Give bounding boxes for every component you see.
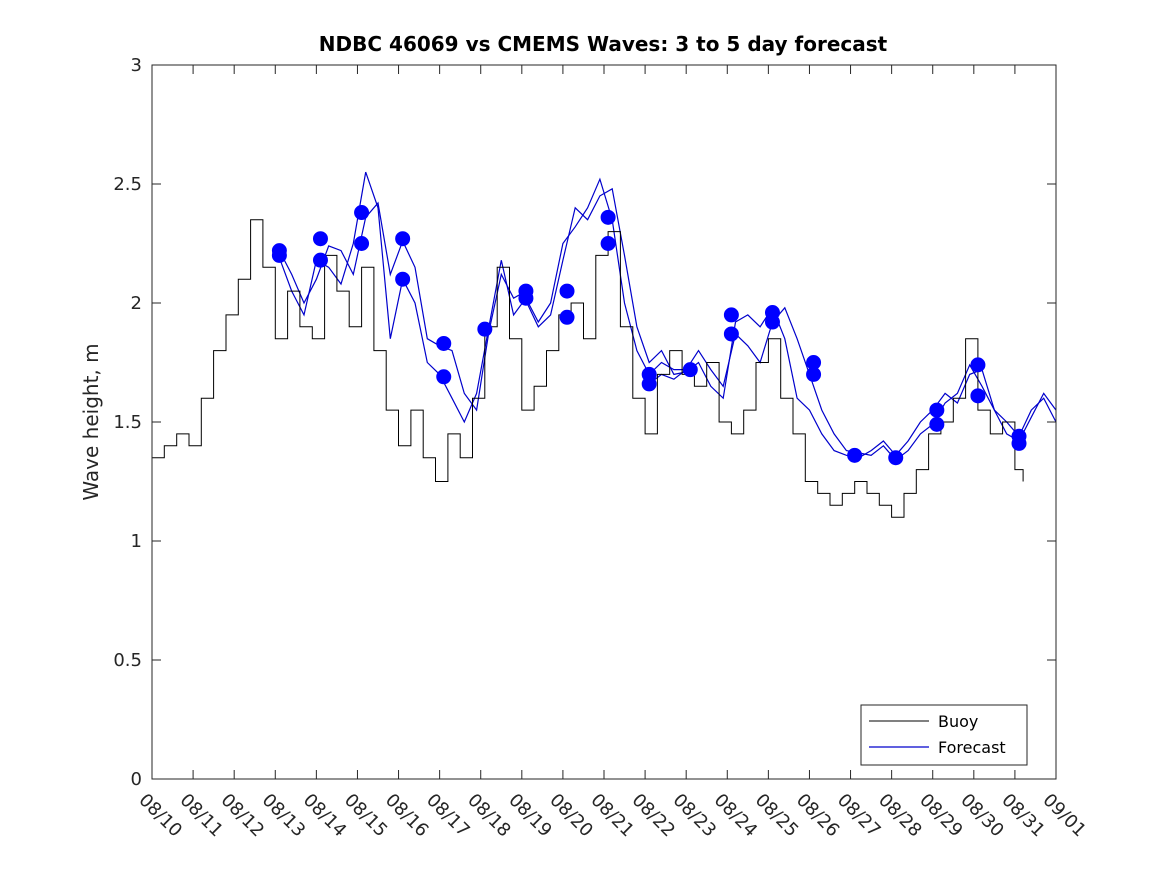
forecast-marker — [354, 236, 370, 251]
chart-title: NDBC 46069 vs CMEMS Waves: 3 to 5 day fo… — [319, 32, 888, 56]
forecast-marker — [929, 402, 945, 418]
y-tick-label: 0 — [131, 769, 142, 790]
forecast-marker — [847, 447, 863, 463]
legend-label-buoy: Buoy — [938, 712, 978, 731]
forecast-marker — [970, 388, 986, 404]
forecast-marker — [764, 314, 780, 330]
legend-box — [860, 704, 1028, 766]
forecast-marker — [929, 416, 945, 432]
y-axis: 0 0.5 1 1.5 2 2.5 3 — [113, 55, 1056, 790]
y-tick-label: 1 — [131, 531, 142, 552]
forecast-marker — [477, 321, 493, 337]
forecast-marker — [518, 290, 534, 306]
forecast-marker — [723, 307, 739, 323]
forecast-marker — [682, 362, 698, 378]
marker-layer — [271, 205, 1027, 466]
forecast-marker — [436, 369, 452, 385]
forecast-marker — [888, 450, 904, 466]
forecast-marker — [395, 231, 411, 247]
forecast-marker — [600, 209, 616, 225]
forecast-marker — [312, 252, 328, 268]
forecast-marker — [641, 376, 657, 392]
forecast-marker — [271, 247, 287, 263]
legend-label-forecast: Forecast — [938, 738, 1006, 757]
forecast-marker — [600, 236, 616, 251]
forecast-marker — [970, 357, 986, 373]
forecast-run-line — [278, 171, 687, 424]
buoy-series-line — [152, 219, 1024, 518]
forecast-run-line — [525, 187, 1057, 459]
forecast-marker — [723, 326, 739, 342]
forecast-marker — [354, 205, 370, 221]
y-axis-label: Wave height, m — [79, 343, 103, 500]
forecast-marker — [436, 335, 452, 351]
y-tick-label: 2.5 — [113, 174, 142, 195]
y-tick-label: 3 — [131, 55, 142, 76]
forecast-marker — [312, 231, 328, 247]
forecast-marker — [1011, 435, 1027, 451]
forecast-marker — [559, 309, 575, 325]
y-tick-label: 1.5 — [113, 412, 142, 433]
forecast-marker — [395, 271, 411, 287]
y-tick-label: 2 — [131, 293, 142, 314]
y-tick-label: 0.5 — [113, 650, 142, 671]
forecast-marker — [559, 283, 575, 299]
plot-area — [152, 65, 1056, 779]
legend: Buoy Forecast — [860, 704, 1028, 766]
forecast-marker — [806, 366, 822, 382]
